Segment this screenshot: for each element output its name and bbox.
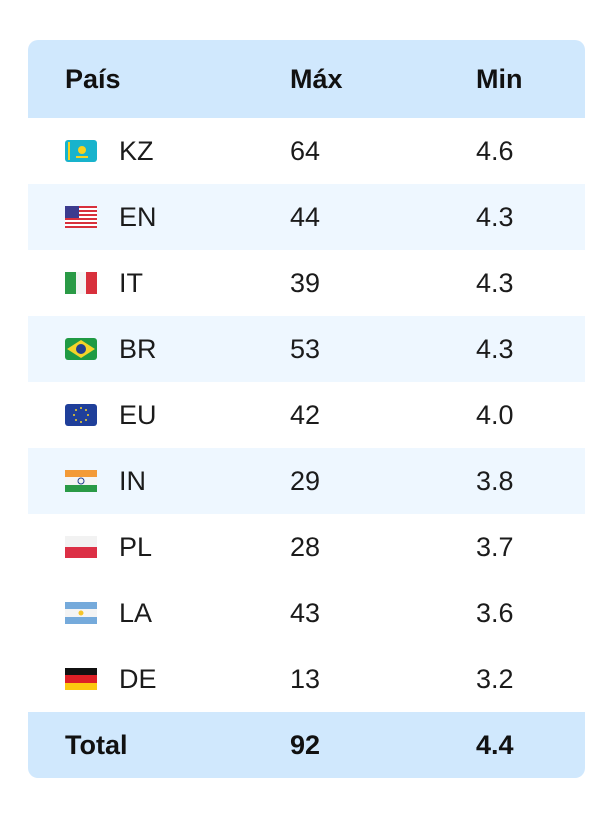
flag bbox=[65, 272, 97, 294]
cell: LA bbox=[119, 597, 153, 628]
header-cell: País bbox=[65, 63, 121, 94]
row[interactable]: IN 29 3.8 bbox=[28, 448, 585, 514]
row-selected[interactable]: LA 43 3.6 bbox=[28, 580, 585, 646]
cell: IT bbox=[119, 267, 143, 298]
cell: 4.3 bbox=[476, 201, 514, 232]
flag bbox=[65, 140, 97, 162]
total-cell: Total bbox=[65, 729, 128, 760]
row[interactable]: PL 28 3.7 bbox=[28, 514, 585, 580]
header-cell: Min bbox=[476, 63, 523, 94]
table: País Máx Min KZ 64 4.6 EN 44 4.3 IT 39 4… bbox=[28, 40, 585, 778]
header-cell: Máx bbox=[290, 63, 343, 94]
flag bbox=[65, 470, 97, 492]
cell: 64 bbox=[290, 135, 321, 166]
cell: 4.0 bbox=[476, 399, 514, 430]
total-row: Total 92 4.4 bbox=[28, 712, 585, 778]
flag bbox=[65, 338, 97, 360]
cell: EU bbox=[119, 399, 157, 430]
cell: 53 bbox=[290, 333, 321, 364]
cell: 3.8 bbox=[476, 465, 514, 496]
cell: PL bbox=[119, 531, 153, 562]
cell: 4.3 bbox=[476, 333, 514, 364]
cell: KZ bbox=[119, 135, 154, 166]
flag bbox=[65, 536, 97, 558]
cell: 29 bbox=[290, 465, 321, 496]
flag bbox=[65, 602, 97, 624]
row[interactable]: EN 44 4.3 bbox=[28, 184, 585, 250]
total-cell: 4.4 bbox=[476, 729, 514, 760]
row[interactable]: IT 39 4.3 bbox=[28, 250, 585, 316]
cell: 28 bbox=[290, 531, 321, 562]
cell: 3.6 bbox=[476, 597, 514, 628]
row[interactable]: DE 13 3.2 bbox=[28, 646, 585, 712]
cell: 43 bbox=[290, 597, 321, 628]
cell: 3.2 bbox=[476, 663, 514, 694]
total-cell: 92 bbox=[290, 729, 321, 760]
cell: 4.6 bbox=[476, 135, 514, 166]
cell: 13 bbox=[290, 663, 321, 694]
cell: 42 bbox=[290, 399, 321, 430]
cell: 4.3 bbox=[476, 267, 514, 298]
flag bbox=[65, 668, 97, 690]
header-row: País Máx Min bbox=[28, 40, 585, 118]
cell: IN bbox=[119, 465, 146, 496]
cell: EN bbox=[119, 201, 157, 232]
row[interactable]: EU 42 4.0 bbox=[28, 382, 585, 448]
flag bbox=[65, 404, 97, 426]
flag bbox=[65, 206, 97, 228]
row[interactable]: BR 53 4.3 bbox=[28, 316, 585, 382]
cell: 3.7 bbox=[476, 531, 514, 562]
cell: DE bbox=[119, 663, 157, 694]
cell: 39 bbox=[290, 267, 321, 298]
row[interactable]: KZ 64 4.6 bbox=[28, 118, 585, 184]
cell: 44 bbox=[290, 201, 321, 232]
cell: BR bbox=[119, 333, 157, 364]
